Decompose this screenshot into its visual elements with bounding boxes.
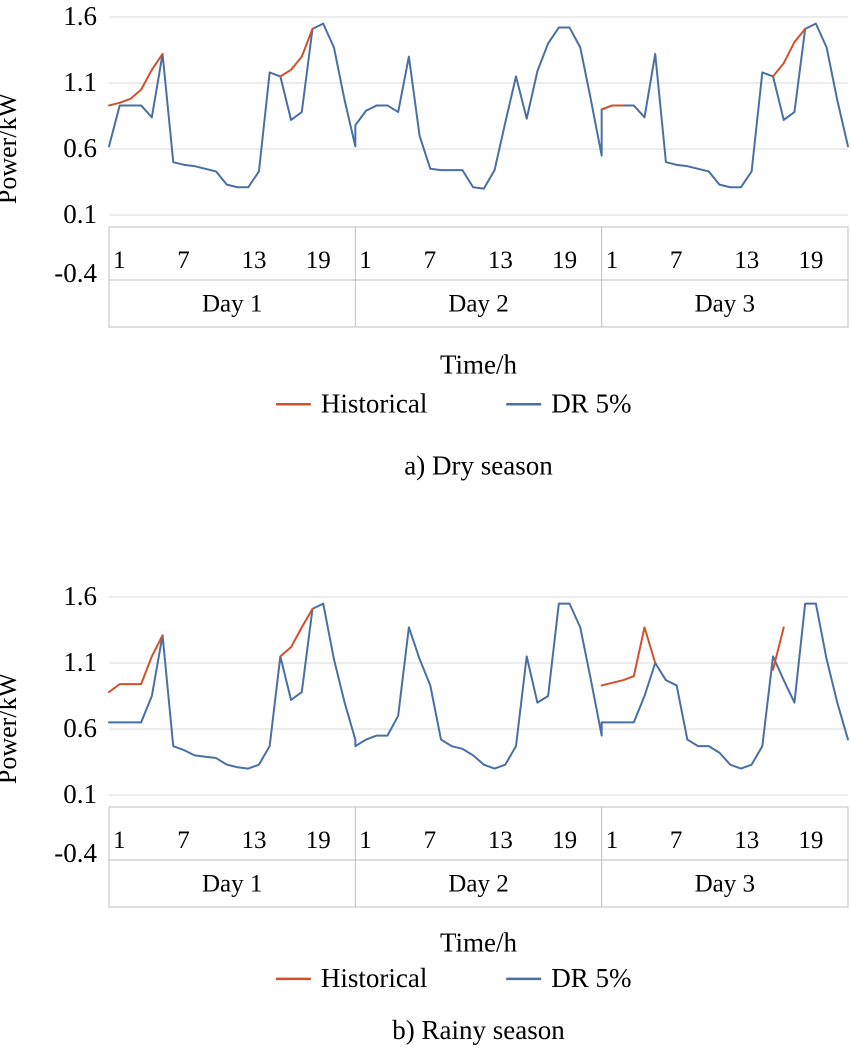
- svg-text:0.6: 0.6: [63, 133, 97, 163]
- svg-text:1.1: 1.1: [63, 67, 97, 97]
- svg-text:Day 2: Day 2: [448, 871, 508, 898]
- svg-text:1: 1: [113, 827, 126, 854]
- svg-text:13: 13: [488, 247, 513, 274]
- svg-text:b) Rainy season: b) Rainy season: [392, 1015, 565, 1045]
- svg-text:19: 19: [798, 247, 823, 274]
- svg-text:Day 3: Day 3: [695, 871, 755, 898]
- svg-text:1: 1: [606, 827, 619, 854]
- svg-text:7: 7: [424, 827, 437, 854]
- svg-text:19: 19: [552, 247, 577, 274]
- svg-text:1: 1: [359, 247, 372, 274]
- svg-text:Day 1: Day 1: [202, 871, 262, 898]
- svg-text:Time/h: Time/h: [440, 928, 518, 958]
- svg-text:Historical: Historical: [321, 388, 427, 418]
- svg-text:Power/kW: Power/kW: [0, 92, 22, 204]
- svg-text:0.1: 0.1: [63, 779, 97, 809]
- svg-text:19: 19: [798, 827, 823, 854]
- svg-text:13: 13: [242, 827, 267, 854]
- svg-text:7: 7: [670, 827, 683, 854]
- svg-text:13: 13: [734, 827, 759, 854]
- svg-text:Day 3: Day 3: [695, 291, 755, 318]
- svg-text:7: 7: [424, 247, 437, 274]
- svg-text:1.1: 1.1: [63, 647, 97, 677]
- svg-text:7: 7: [670, 247, 683, 274]
- svg-text:13: 13: [242, 247, 267, 274]
- svg-text:-0.4: -0.4: [54, 838, 97, 868]
- svg-text:Day 2: Day 2: [448, 291, 508, 318]
- svg-text:DR 5%: DR 5%: [551, 388, 631, 418]
- svg-text:a) Dry season: a) Dry season: [404, 450, 553, 480]
- svg-text:19: 19: [306, 247, 331, 274]
- svg-text:1.6: 1.6: [63, 581, 97, 611]
- svg-text:19: 19: [552, 827, 577, 854]
- svg-text:0.1: 0.1: [63, 199, 97, 229]
- svg-text:1: 1: [606, 247, 619, 274]
- svg-text:Power/kW: Power/kW: [0, 672, 22, 784]
- svg-text:0.6: 0.6: [63, 713, 97, 743]
- svg-text:7: 7: [177, 247, 190, 274]
- svg-text:1: 1: [359, 827, 372, 854]
- svg-text:-0.4: -0.4: [54, 258, 97, 288]
- svg-text:DR 5%: DR 5%: [551, 963, 631, 993]
- svg-text:7: 7: [177, 827, 190, 854]
- svg-text:Historical: Historical: [321, 963, 427, 993]
- svg-text:13: 13: [488, 827, 513, 854]
- svg-text:19: 19: [306, 827, 331, 854]
- svg-text:1.6: 1.6: [63, 1, 97, 31]
- svg-text:Time/h: Time/h: [440, 350, 518, 380]
- svg-text:13: 13: [734, 247, 759, 274]
- svg-text:Day 1: Day 1: [202, 291, 262, 318]
- svg-text:1: 1: [113, 247, 126, 274]
